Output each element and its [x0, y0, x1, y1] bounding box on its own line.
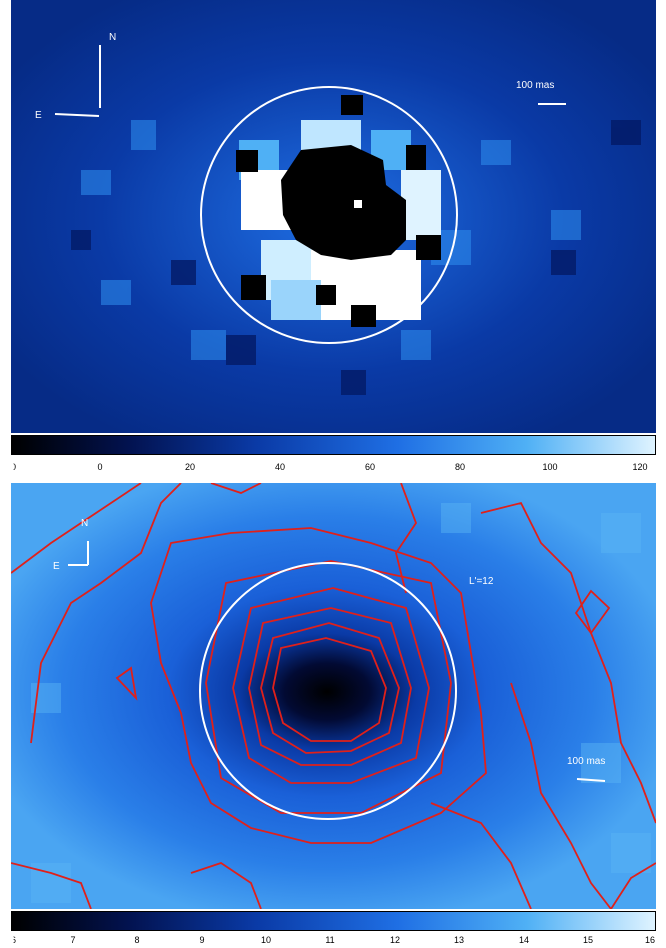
top-colorbar-tick: 120: [632, 462, 648, 472]
north-label: N: [109, 32, 117, 43]
compass: [54, 45, 101, 117]
band-label: L'=12: [469, 576, 494, 587]
scale-bar-label: 100 mas: [567, 756, 606, 767]
top-image-panel: N E 100 mas: [11, 0, 656, 433]
bottom-image-canvas: [11, 483, 656, 909]
bottom-colorbar-tick: 13: [453, 935, 465, 945]
top-colorbar-tick: 100: [542, 462, 558, 472]
bottom-colorbar: [11, 911, 656, 931]
bottom-colorbar-tick: 11: [325, 935, 335, 945]
top-colorbar-tick: 40: [274, 462, 286, 472]
top-colorbar-tick: 0: [11, 462, 17, 472]
bottom-colorbar-tick: 10: [260, 935, 272, 945]
bottom-colorbar-tick: 7: [70, 935, 76, 945]
bottom-colorbar-tick: 9: [199, 935, 205, 945]
bottom-image-panel: N E L'=12 100 mas: [11, 483, 656, 909]
scale-bar-label: 100 mas: [516, 80, 555, 91]
top-colorbar-tick: 0: [97, 462, 103, 472]
top-image-canvas: [11, 0, 656, 433]
east-label: E: [53, 561, 60, 572]
east-label: E: [35, 110, 42, 121]
scale-bar: [576, 778, 606, 782]
top-colorbar-tick: 20: [184, 462, 196, 472]
aperture-circle: [200, 86, 458, 344]
top-colorbar-tick: 80: [454, 462, 466, 472]
contours: [11, 483, 656, 909]
aperture-circle: [199, 562, 457, 820]
bottom-colorbar-tick: 8: [134, 935, 140, 945]
bottom-colorbar-tick: 14: [518, 935, 530, 945]
top-colorbar: [11, 435, 656, 455]
bottom-colorbar-tick: 15: [582, 935, 594, 945]
compass: [68, 541, 89, 566]
bottom-colorbar-tick: 12: [389, 935, 401, 945]
top-colorbar-tick: 60: [364, 462, 376, 472]
bottom-colorbar-tick: 16: [644, 935, 656, 945]
north-label: N: [81, 518, 89, 529]
bottom-colorbar-tick: 6: [11, 935, 17, 945]
dark-core: [281, 145, 406, 260]
